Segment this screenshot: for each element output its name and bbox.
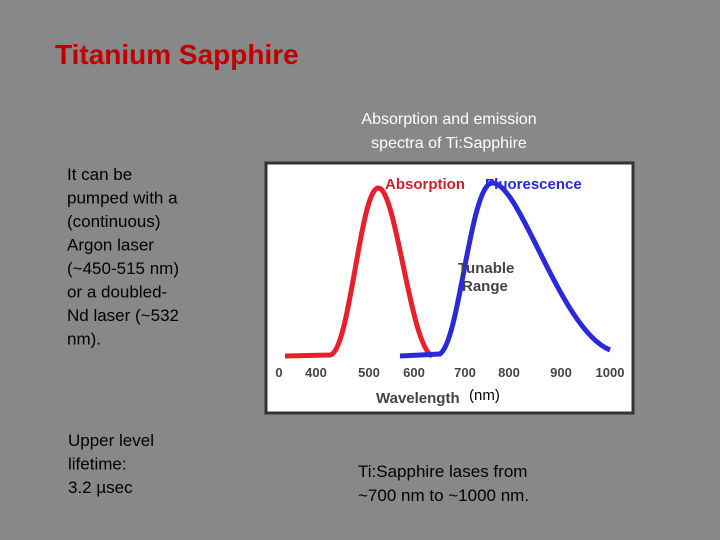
axis-ticks: 0 400 500 600 700 800 900 1000 xyxy=(275,365,624,380)
text-line: (~450-515 nm) xyxy=(67,259,179,278)
text-line: 3.2 µsec xyxy=(68,478,133,497)
text-line: or a doubled- xyxy=(67,283,167,302)
text-line: nm). xyxy=(67,330,101,349)
absorption-label: Absorption xyxy=(385,176,465,193)
figure-frame xyxy=(264,161,635,415)
lifetime-text: Upper level lifetime: 3.2 µsec xyxy=(68,431,154,497)
axis-tick: 900 xyxy=(550,365,572,380)
axis-tick: 500 xyxy=(358,365,380,380)
axis-tick: 400 xyxy=(305,365,327,380)
caption-line: spectra of Ti:Sapphire xyxy=(371,135,527,152)
axis-tick: 1000 xyxy=(596,365,625,380)
axis-unit: (nm) xyxy=(469,387,500,404)
fluorescence-curve xyxy=(399,180,612,359)
axis-label: Wavelength xyxy=(376,390,460,407)
text-line: Nd laser (~532 xyxy=(67,306,179,325)
text-line: (continuous) xyxy=(67,212,161,231)
axis-tick: 700 xyxy=(454,365,476,380)
text-line: pumped with a xyxy=(67,189,178,208)
text-line: ~700 nm to ~1000 nm. xyxy=(358,486,529,505)
absorption-curve xyxy=(284,185,434,359)
axis-tick: 0 xyxy=(275,365,282,380)
range-label: Tunable xyxy=(458,260,514,277)
caption-line: Absorption and emission xyxy=(361,111,536,128)
text-line: Upper level xyxy=(68,431,154,450)
text-line: Ti:Sapphire lases from xyxy=(358,462,527,481)
text-line: lifetime: xyxy=(68,455,127,474)
caption: Absorption and emission spectra of Ti:Sa… xyxy=(361,111,536,152)
left-text: It can be pumped with a (continuous) Argon … xyxy=(67,165,179,349)
range-label: Range xyxy=(462,278,508,295)
text-line: Argon laser xyxy=(67,236,154,255)
axis-tick: 800 xyxy=(498,365,520,380)
conclusion-text: Ti:Sapphire lases from ~700 nm to ~1000 n… xyxy=(358,462,529,505)
fluorescence-label: Fluorescence xyxy=(485,176,582,193)
title: Titanium Sapphire xyxy=(55,39,299,70)
axis-tick: 600 xyxy=(403,365,425,380)
text-line: It can be xyxy=(67,165,132,184)
